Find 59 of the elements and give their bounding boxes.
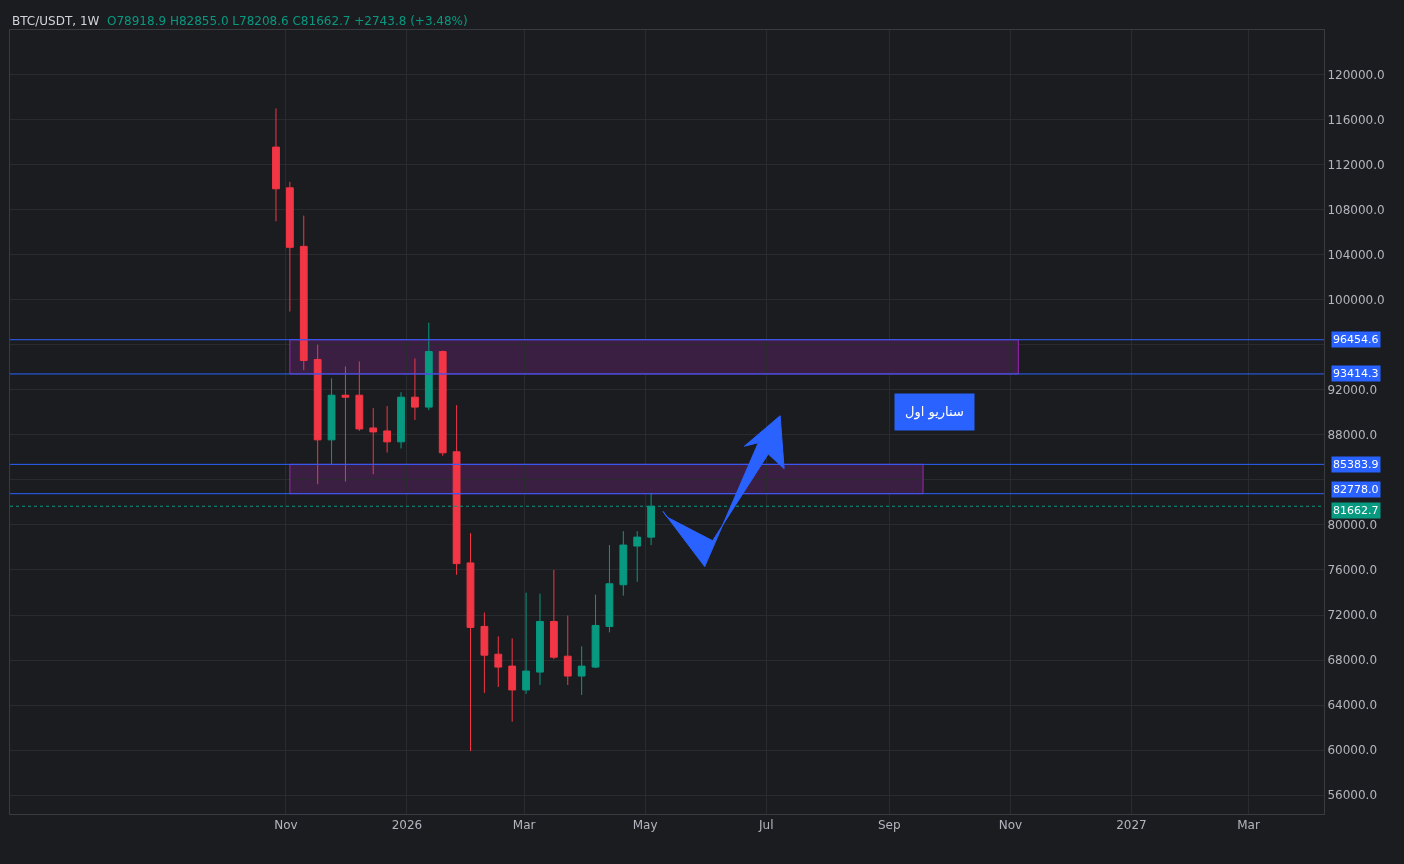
y-tick-label: 104000.0 xyxy=(1327,247,1385,262)
y-tick-label: 120000.0 xyxy=(1327,67,1385,82)
ref-line-label: 93414.3 xyxy=(1333,367,1379,380)
x-tick-label: May xyxy=(632,818,658,833)
candlestick xyxy=(397,391,405,449)
candlestick xyxy=(549,569,558,660)
candlestick xyxy=(452,404,461,576)
x-tick-label: Nov xyxy=(274,818,298,833)
candlestick xyxy=(383,405,392,453)
candlestick xyxy=(424,322,433,411)
candlestick xyxy=(341,365,350,483)
ref-line-label: 85383.9 xyxy=(1333,458,1379,471)
candlestick xyxy=(605,544,614,633)
x-tick-label: Mar xyxy=(1237,818,1260,833)
candlestick xyxy=(508,637,517,723)
y-tick-label: 116000.0 xyxy=(1327,112,1385,127)
candlestick xyxy=(522,592,530,695)
y-tick-label: 80000.0 xyxy=(1327,518,1378,533)
candlestick xyxy=(438,350,447,457)
candlestick xyxy=(272,107,280,222)
candlestick xyxy=(577,645,586,696)
chart-title: BTC/USDT, 1W xyxy=(12,14,100,28)
candlestick xyxy=(480,612,489,694)
x-tick-label: Jul xyxy=(758,818,774,833)
candlestick xyxy=(619,530,628,597)
chart-subtitle: O78918.9 H82855.0 L78208.6 C81662.7 +2743.8 (+3.48%) xyxy=(107,14,468,28)
x-tick-label: Sep xyxy=(878,818,901,833)
ref-line-label: 81662.7 xyxy=(1333,504,1379,517)
x-tick-label: Nov xyxy=(998,818,1023,833)
candlestick xyxy=(591,594,600,669)
candlestick xyxy=(563,615,572,686)
y-tick-label: 60000.0 xyxy=(1327,743,1378,758)
ref-line-label: 96454.6 xyxy=(1333,333,1379,346)
y-tick-label: 56000.0 xyxy=(1327,788,1378,803)
candlestick xyxy=(299,215,308,371)
annotation: سناریو اول xyxy=(905,404,964,420)
candlestick xyxy=(285,181,294,313)
y-tick-label: 92000.0 xyxy=(1327,383,1378,398)
y-tick-label: 76000.0 xyxy=(1327,563,1378,578)
candlestick xyxy=(494,635,503,688)
candlestick xyxy=(355,360,364,432)
candlestick xyxy=(466,532,475,752)
ref-line-label: 82778.0 xyxy=(1333,483,1379,496)
y-tick-label: 72000.0 xyxy=(1327,608,1378,623)
y-tick-label: 88000.0 xyxy=(1327,428,1378,443)
x-tick-label: Mar xyxy=(512,818,536,833)
candlestick xyxy=(633,530,642,583)
candlestick xyxy=(327,377,336,466)
y-tick-label: 112000.0 xyxy=(1327,157,1385,172)
x-tick-label: 2026 xyxy=(391,818,423,833)
y-tick-label: 68000.0 xyxy=(1327,653,1378,668)
candlestick xyxy=(536,593,544,686)
x-tick-label: 2027 xyxy=(1116,818,1147,833)
candlestick xyxy=(313,344,322,485)
y-tick-label: 100000.0 xyxy=(1327,293,1385,308)
candlestick xyxy=(411,357,419,421)
candlestick xyxy=(369,407,378,475)
y-tick-label: 64000.0 xyxy=(1327,698,1378,713)
y-tick-label: 108000.0 xyxy=(1327,202,1385,217)
